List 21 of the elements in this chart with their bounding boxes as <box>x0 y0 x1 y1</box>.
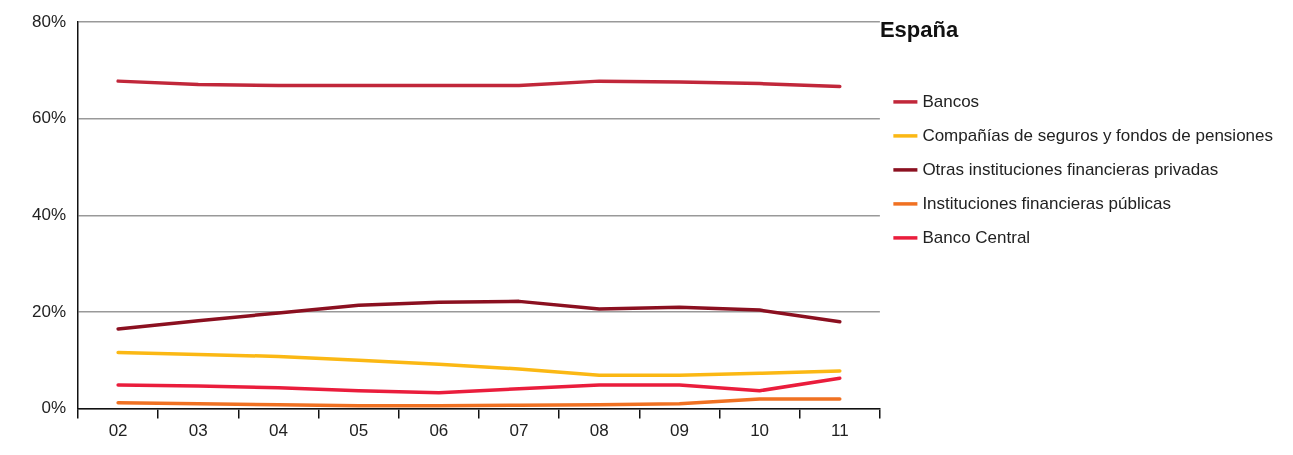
x-tick-label: 02 <box>108 421 128 441</box>
legend-label: Instituciones financieras públicas <box>922 193 1171 213</box>
legend-label: Banco Central <box>922 227 1031 247</box>
legend-label: Otras instituciones financieras privadas <box>922 159 1219 179</box>
x-tick-label: 06 <box>429 421 449 441</box>
y-tick-label: 80% <box>31 11 67 31</box>
x-tick-label: 05 <box>349 421 369 441</box>
x-tick-label: 03 <box>188 421 208 441</box>
x-tick-label: 11 <box>830 421 849 441</box>
x-tick-label: 09 <box>669 421 689 441</box>
x-tick-label: 10 <box>750 421 770 441</box>
x-tick-label: 07 <box>509 421 529 441</box>
legend-label: Bancos <box>922 91 980 111</box>
y-tick-label: 0% <box>41 398 67 418</box>
y-tick-label: 40% <box>31 205 67 225</box>
legend-label: Compañías de seguros y fondos de pensiones <box>922 125 1274 145</box>
x-tick-label: 04 <box>269 421 288 441</box>
y-tick-label: 20% <box>31 301 67 321</box>
legend-title: España <box>879 17 959 43</box>
y-tick-label: 60% <box>31 108 67 128</box>
x-tick-label: 08 <box>589 421 609 441</box>
